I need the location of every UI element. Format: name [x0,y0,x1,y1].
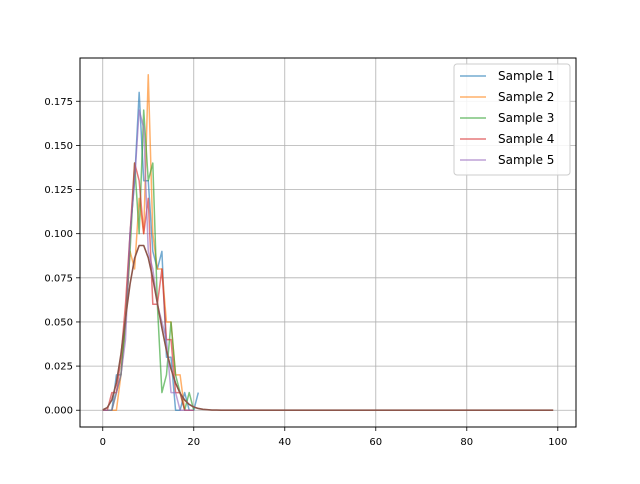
x-tick-label: 80 [460,437,473,448]
y-tick-label: 0.150 [44,141,73,152]
x-tick-label: 20 [187,437,200,448]
legend-label: Sample 3 [498,111,554,125]
legend-layer: Sample 1 Sample 2 Sample 3 Sample 4 Sample 5 [453,63,571,176]
legend-label: Sample 2 [498,90,554,104]
series-line-2 [102,74,194,411]
y-tick-label: 0.125 [44,185,73,196]
x-tick-label: 60 [369,437,382,448]
series-layer [102,74,554,412]
x-tick-label: 0 [100,437,106,448]
y-tick-label: 0.050 [44,317,73,328]
legend-box [453,63,571,176]
axis-layer: 0 20 40 60 80 100 0.000 0.025 0.050 0.075 0.100 0.1… [44,97,567,448]
y-tick-label: 0.075 [44,273,73,284]
plot-frame [79,57,577,428]
series-line-4 [102,162,194,411]
x-tick-label: 100 [548,437,567,448]
fit-curve-line [102,244,554,412]
x-tick-label: 40 [278,437,291,448]
y-tick-label: 0.100 [44,229,73,240]
y-tick-label: 0.025 [44,362,73,373]
legend-label: Sample 5 [498,153,554,167]
y-tick-label: 0.000 [44,406,73,417]
legend-label: Sample 1 [498,69,554,83]
series-line-5 [102,109,194,411]
legend-label: Sample 4 [498,132,554,146]
y-tick-label: 0.175 [44,97,73,108]
